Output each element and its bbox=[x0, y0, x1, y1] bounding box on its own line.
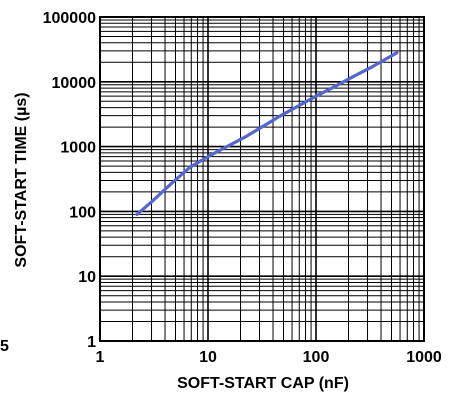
y-tick-label: 1000 bbox=[60, 140, 96, 157]
stray-label: 5 bbox=[0, 338, 9, 355]
y-tick-label: 1 bbox=[87, 334, 96, 351]
y-tick-label: 10000 bbox=[52, 75, 97, 92]
y-tick-labels: 1 10 100 1000 10000 100000 bbox=[43, 10, 96, 351]
x-tick-label: 10 bbox=[199, 349, 217, 366]
y-tick-label: 100 bbox=[69, 204, 96, 221]
x-tick-label: 1 bbox=[96, 349, 105, 366]
series-layer bbox=[135, 51, 399, 216]
x-axis-label: SOFT-START CAP (nF) bbox=[177, 375, 349, 392]
y-axis-label: SOFT-START TIME (µs) bbox=[13, 92, 30, 267]
plot-frame bbox=[99, 16, 425, 342]
x-tick-label: 100 bbox=[303, 349, 330, 366]
y-tick-label: 10 bbox=[78, 269, 96, 286]
x-tick-labels: 1 10 100 1000 bbox=[96, 349, 442, 366]
minor-grid bbox=[100, 17, 424, 341]
series-line bbox=[135, 51, 399, 216]
x-tick-label: 1000 bbox=[406, 349, 442, 366]
y-tick-label: 100000 bbox=[43, 10, 96, 27]
